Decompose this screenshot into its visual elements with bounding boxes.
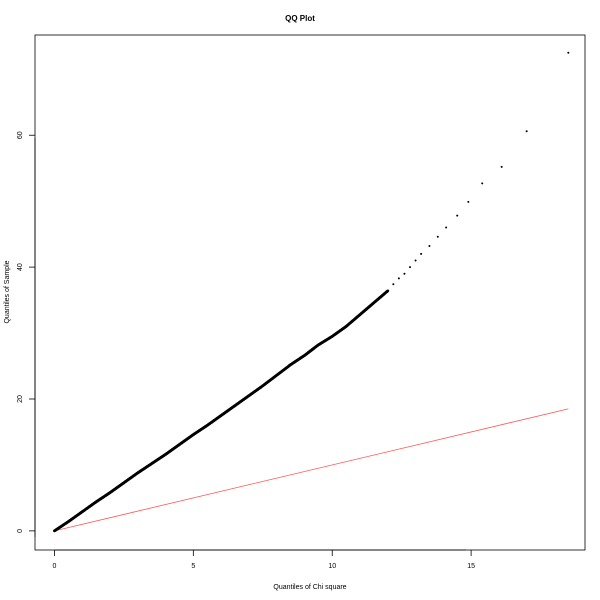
sample-point-tail: [403, 272, 406, 275]
y-tick-label: 60: [17, 131, 24, 139]
sample-point-tail: [456, 214, 459, 217]
sample-point: [386, 289, 390, 293]
chart-title: QQ Plot: [285, 14, 315, 23]
x-tick-label: 10: [328, 563, 336, 570]
sample-point-tail: [414, 259, 417, 262]
sample-point-tail: [481, 182, 484, 185]
sample-point-tail: [436, 235, 439, 238]
sample-point-tail: [409, 266, 411, 269]
sample-point-tail: [420, 252, 423, 255]
x-axis-label: Quantiles of Chi square: [273, 584, 346, 591]
sample-point-tail: [397, 277, 400, 280]
x-tick-label: 0: [52, 563, 56, 570]
y-tick-label: 0: [17, 529, 24, 533]
x-tick-label: 15: [467, 563, 475, 570]
sample-point-tail: [445, 226, 448, 229]
sample-point-tail: [428, 245, 431, 248]
plot-frame: [34, 34, 586, 551]
x-tick-label: 5: [191, 563, 195, 570]
y-tick-label: 20: [17, 395, 24, 403]
sample-point-tail: [525, 130, 528, 133]
y-axis-label: Quantiles of Sample: [4, 260, 11, 323]
sample-points: [53, 51, 570, 533]
sample-point-tail: [567, 51, 570, 54]
sample-point-tail: [467, 200, 470, 203]
sample-point-tail: [500, 165, 503, 168]
y-axis-ticks: 0 20 40 60: [17, 131, 35, 533]
y-tick-label: 40: [17, 263, 24, 271]
reference-line: [54, 408, 569, 532]
sample-point-tail: [392, 283, 395, 286]
x-axis-ticks: 0 5 10 15: [52, 550, 475, 570]
